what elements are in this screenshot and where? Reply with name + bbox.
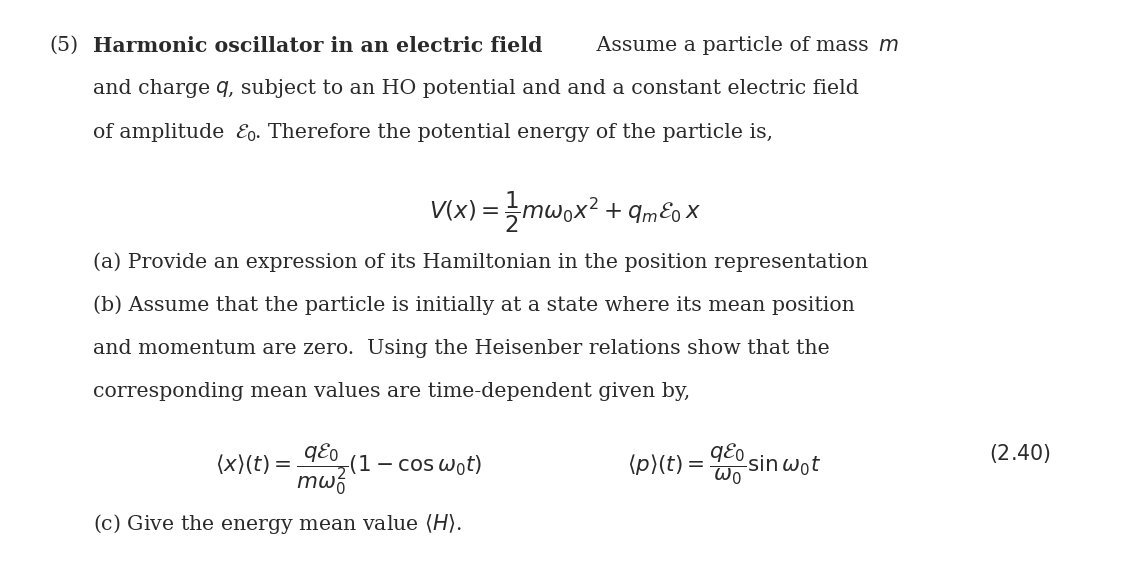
Text: , subject to an HO potential and and a constant electric field: , subject to an HO potential and and a c… bbox=[228, 79, 859, 98]
Text: $(2.40)$: $(2.40)$ bbox=[989, 442, 1051, 465]
Text: $\langle x\rangle(t) = \dfrac{q\mathcal{E}_0}{m\omega_0^2}(1 - \cos\omega_0 t)$: $\langle x\rangle(t) = \dfrac{q\mathcal{… bbox=[215, 442, 481, 497]
Text: Assume a particle of mass: Assume a particle of mass bbox=[590, 36, 875, 55]
Text: $\mathcal{E}_0$: $\mathcal{E}_0$ bbox=[235, 123, 257, 145]
Text: (c) Give the energy mean value $\langle H\rangle$.: (c) Give the energy mean value $\langle … bbox=[93, 512, 462, 536]
Text: $V(x) = \dfrac{1}{2}m\omega_0 x^2 + q_m\mathcal{E}_0\, x$: $V(x) = \dfrac{1}{2}m\omega_0 x^2 + q_m\… bbox=[429, 189, 701, 235]
Text: (5): (5) bbox=[50, 36, 79, 55]
Text: and charge: and charge bbox=[93, 79, 217, 98]
Text: corresponding mean values are time-dependent given by,: corresponding mean values are time-depen… bbox=[93, 382, 690, 401]
Text: (b) Assume that the particle is initially at a state where its mean position: (b) Assume that the particle is initiall… bbox=[93, 295, 854, 315]
Text: of amplitude: of amplitude bbox=[93, 123, 231, 142]
Text: Harmonic oscillator in an electric field: Harmonic oscillator in an electric field bbox=[93, 36, 542, 56]
Text: . Therefore the potential energy of the particle is,: . Therefore the potential energy of the … bbox=[255, 123, 773, 142]
Text: (a) Provide an expression of its Hamiltonian in the position representation: (a) Provide an expression of its Hamilto… bbox=[93, 253, 868, 272]
Text: $\langle p\rangle(t) = \dfrac{q\mathcal{E}_0}{\omega_0}\sin\omega_0 t$: $\langle p\rangle(t) = \dfrac{q\mathcal{… bbox=[627, 442, 822, 487]
Text: $m$: $m$ bbox=[878, 36, 898, 55]
Text: $q$: $q$ bbox=[215, 79, 229, 99]
Text: and momentum are zero.  Using the Heisenber relations show that the: and momentum are zero. Using the Heisenb… bbox=[93, 339, 829, 358]
